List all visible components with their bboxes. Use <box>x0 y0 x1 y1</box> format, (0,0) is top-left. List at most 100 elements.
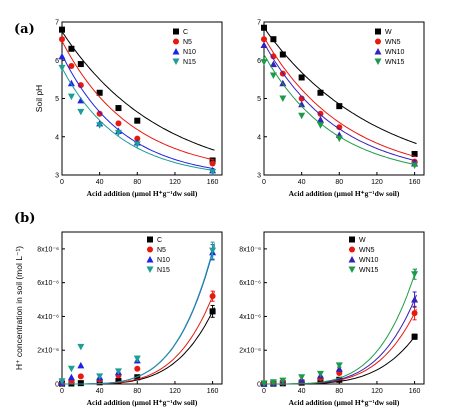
data-point-wn15 <box>316 122 324 129</box>
data-point-wn15 <box>260 380 268 387</box>
legend-marker-wn5 <box>375 38 381 45</box>
chart-a-left: 0 40 80 120 160 3 4 5 6 7 Acid addition (µmol H⁺g⁻… <box>34 20 223 198</box>
data-point-c <box>96 89 103 96</box>
legend-label-c: C <box>157 237 162 244</box>
legend-label-n5: N5 <box>183 39 192 46</box>
data-point-w <box>411 150 418 157</box>
fit-curve-wn5 <box>263 37 417 158</box>
legend-label-w: W <box>359 237 366 244</box>
legend-label-n15: N15 <box>157 267 170 274</box>
data-point-wn15 <box>279 95 287 102</box>
data-point-n10 <box>77 361 85 369</box>
plot-frame <box>263 231 425 385</box>
x-tick-label: 120 <box>169 388 181 395</box>
data-point-c <box>134 117 141 124</box>
data-point-n10 <box>58 52 66 60</box>
data-point-wn5 <box>270 53 277 60</box>
data-point-w <box>317 89 324 96</box>
data-point-c <box>115 105 122 112</box>
chart-a-right: 0 40 80 120 160 3 4 5 6 7 Acid addition (µmol H⁺g⁻… <box>257 20 425 198</box>
data-point-wn10 <box>279 79 287 87</box>
data-point-c <box>59 26 65 33</box>
data-point-wn10 <box>269 60 277 68</box>
y-tick-label: 6x10⁻⁶ <box>239 280 261 287</box>
fit-curve-c <box>62 307 215 385</box>
y-tick-label: 5 <box>55 96 59 103</box>
data-point-w <box>317 378 324 385</box>
legend-label-c: C <box>183 29 188 36</box>
x-tick-label: 80 <box>335 179 343 186</box>
data-point-wn15 <box>411 162 419 169</box>
legend-marker-wn15 <box>374 58 382 65</box>
legend-label-n15: N15 <box>183 59 196 66</box>
x-tick-label: 80 <box>335 388 343 395</box>
data-point-n15 <box>114 368 122 375</box>
data-point-n15 <box>114 129 122 137</box>
legend-label-wn10: WN10 <box>359 257 379 264</box>
legend-marker-n15 <box>146 266 154 273</box>
y-tick-label: 4x10⁻⁶ <box>239 314 261 321</box>
panel-label-a: (a) <box>14 22 35 37</box>
y-axis-label: Soil pH <box>34 85 44 112</box>
data-point-wn5 <box>261 36 267 43</box>
data-point-wn15 <box>335 135 343 143</box>
data-point-c <box>115 377 122 384</box>
data-point-wn10 <box>260 41 268 48</box>
chart-b-left: 0 40 80 120 160 0 2x10⁻⁶ 4x10⁻⁶ 6x10⁻⁶ 8x10⁻⁶ Acid… <box>14 231 223 407</box>
x-tick-label: 40 <box>298 179 306 186</box>
legend-label-wn10: WN10 <box>385 49 405 56</box>
legend-marker-wn10 <box>374 48 382 55</box>
fit-curve-w <box>264 333 417 385</box>
legend-marker-w <box>349 236 355 243</box>
y-tick-label: 4 <box>257 134 261 141</box>
x-tick-label: 40 <box>298 388 306 395</box>
data-point-wn5 <box>411 310 418 317</box>
data-point-wn15 <box>279 377 287 385</box>
y-tick-label: 4x10⁻⁶ <box>37 314 59 321</box>
chart-b-right: 0 40 80 120 160 0 2x10⁻⁶ 4x10⁻⁶ 6x10⁻⁶ 8x10⁻⁶ Acid… <box>239 231 425 407</box>
fit-curve-c <box>61 31 215 151</box>
plot-frame <box>61 21 223 176</box>
legend-marker-n10 <box>146 256 154 263</box>
legend-label-w: W <box>385 29 392 36</box>
legend-marker-w <box>375 28 381 35</box>
x-tick-label: 80 <box>133 388 141 395</box>
data-point-wn10 <box>411 296 419 303</box>
x-axis-label: Acid addition (µmol H⁺g⁻¹dw soil) <box>87 189 198 198</box>
data-point-n5 <box>77 373 84 380</box>
data-point-wn15 <box>335 362 343 369</box>
data-point-w <box>279 51 286 58</box>
data-point-n15 <box>209 168 217 176</box>
y-tick-label: 0 <box>55 382 59 389</box>
data-point-wn15 <box>411 271 419 278</box>
legend-marker-wn5 <box>349 246 355 253</box>
data-point-n10 <box>67 373 75 381</box>
data-point-n10 <box>77 96 85 104</box>
data-point-c <box>209 157 216 164</box>
data-point-n5 <box>77 82 84 89</box>
legend-marker-c <box>173 28 179 35</box>
panel-label-b: (b) <box>14 211 35 226</box>
fit-curve-n15 <box>62 243 215 385</box>
data-point-n15 <box>96 122 104 129</box>
data-point-n15 <box>209 247 217 255</box>
legend-marker-n5 <box>147 246 153 253</box>
data-point-n15 <box>58 378 66 385</box>
y-tick-label: 6x10⁻⁶ <box>37 280 59 287</box>
data-point-n10 <box>67 79 75 87</box>
data-point-n15 <box>77 343 85 351</box>
data-point-n5 <box>134 365 141 372</box>
data-point-w <box>411 333 418 340</box>
legend-label-wn5: WN5 <box>359 247 375 254</box>
data-point-wn15 <box>298 112 306 120</box>
data-point-wn10 <box>298 100 306 108</box>
data-point-w <box>336 103 343 110</box>
y-tick-label: 6 <box>257 58 261 65</box>
legend-marker-wn15 <box>348 266 356 273</box>
data-point-wn15 <box>260 59 268 66</box>
y-tick-label: 6 <box>55 58 59 65</box>
y-axis-label: H⁺ concentration in soil (mol L⁻¹) <box>14 246 24 370</box>
data-point-c <box>68 45 75 52</box>
legend-label-n10: N10 <box>183 49 196 56</box>
